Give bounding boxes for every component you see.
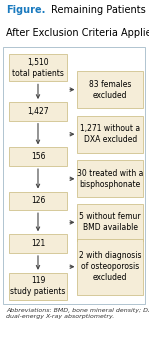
Bar: [77, 116, 143, 153]
Text: After Exclusion Criteria Applied: After Exclusion Criteria Applied: [6, 28, 149, 38]
Text: 119
study patients: 119 study patients: [10, 276, 66, 297]
Text: 1,427: 1,427: [27, 107, 49, 116]
Text: 121: 121: [31, 239, 45, 248]
Text: 83 females
excluded: 83 females excluded: [89, 80, 131, 100]
Text: 2 with diagnosis
of osteoporosis
excluded: 2 with diagnosis of osteoporosis exclude…: [79, 251, 142, 282]
Text: 5 without femur
BMD available: 5 without femur BMD available: [79, 212, 141, 233]
Bar: [9, 192, 67, 210]
Bar: [77, 204, 143, 241]
Bar: [9, 54, 67, 81]
Text: Figure.: Figure.: [6, 5, 45, 15]
Text: Remaining Patients: Remaining Patients: [51, 5, 145, 15]
Text: 1,510
total patients: 1,510 total patients: [12, 58, 64, 78]
Text: 1,271 without a
DXA excluded: 1,271 without a DXA excluded: [80, 124, 140, 144]
Bar: [77, 71, 143, 108]
Bar: [9, 234, 67, 253]
Bar: [77, 160, 143, 198]
Text: 156: 156: [31, 152, 45, 161]
Text: 30 treated with a
bisphosphonate: 30 treated with a bisphosphonate: [77, 169, 143, 189]
Bar: [9, 273, 67, 300]
Text: Abbreviations: BMD, bone mineral density; DXA,
dual-energy X-ray absorptiometry.: Abbreviations: BMD, bone mineral density…: [6, 308, 149, 319]
Bar: [9, 147, 67, 166]
Bar: [77, 239, 143, 295]
Bar: [9, 102, 67, 121]
Text: 126: 126: [31, 196, 45, 205]
